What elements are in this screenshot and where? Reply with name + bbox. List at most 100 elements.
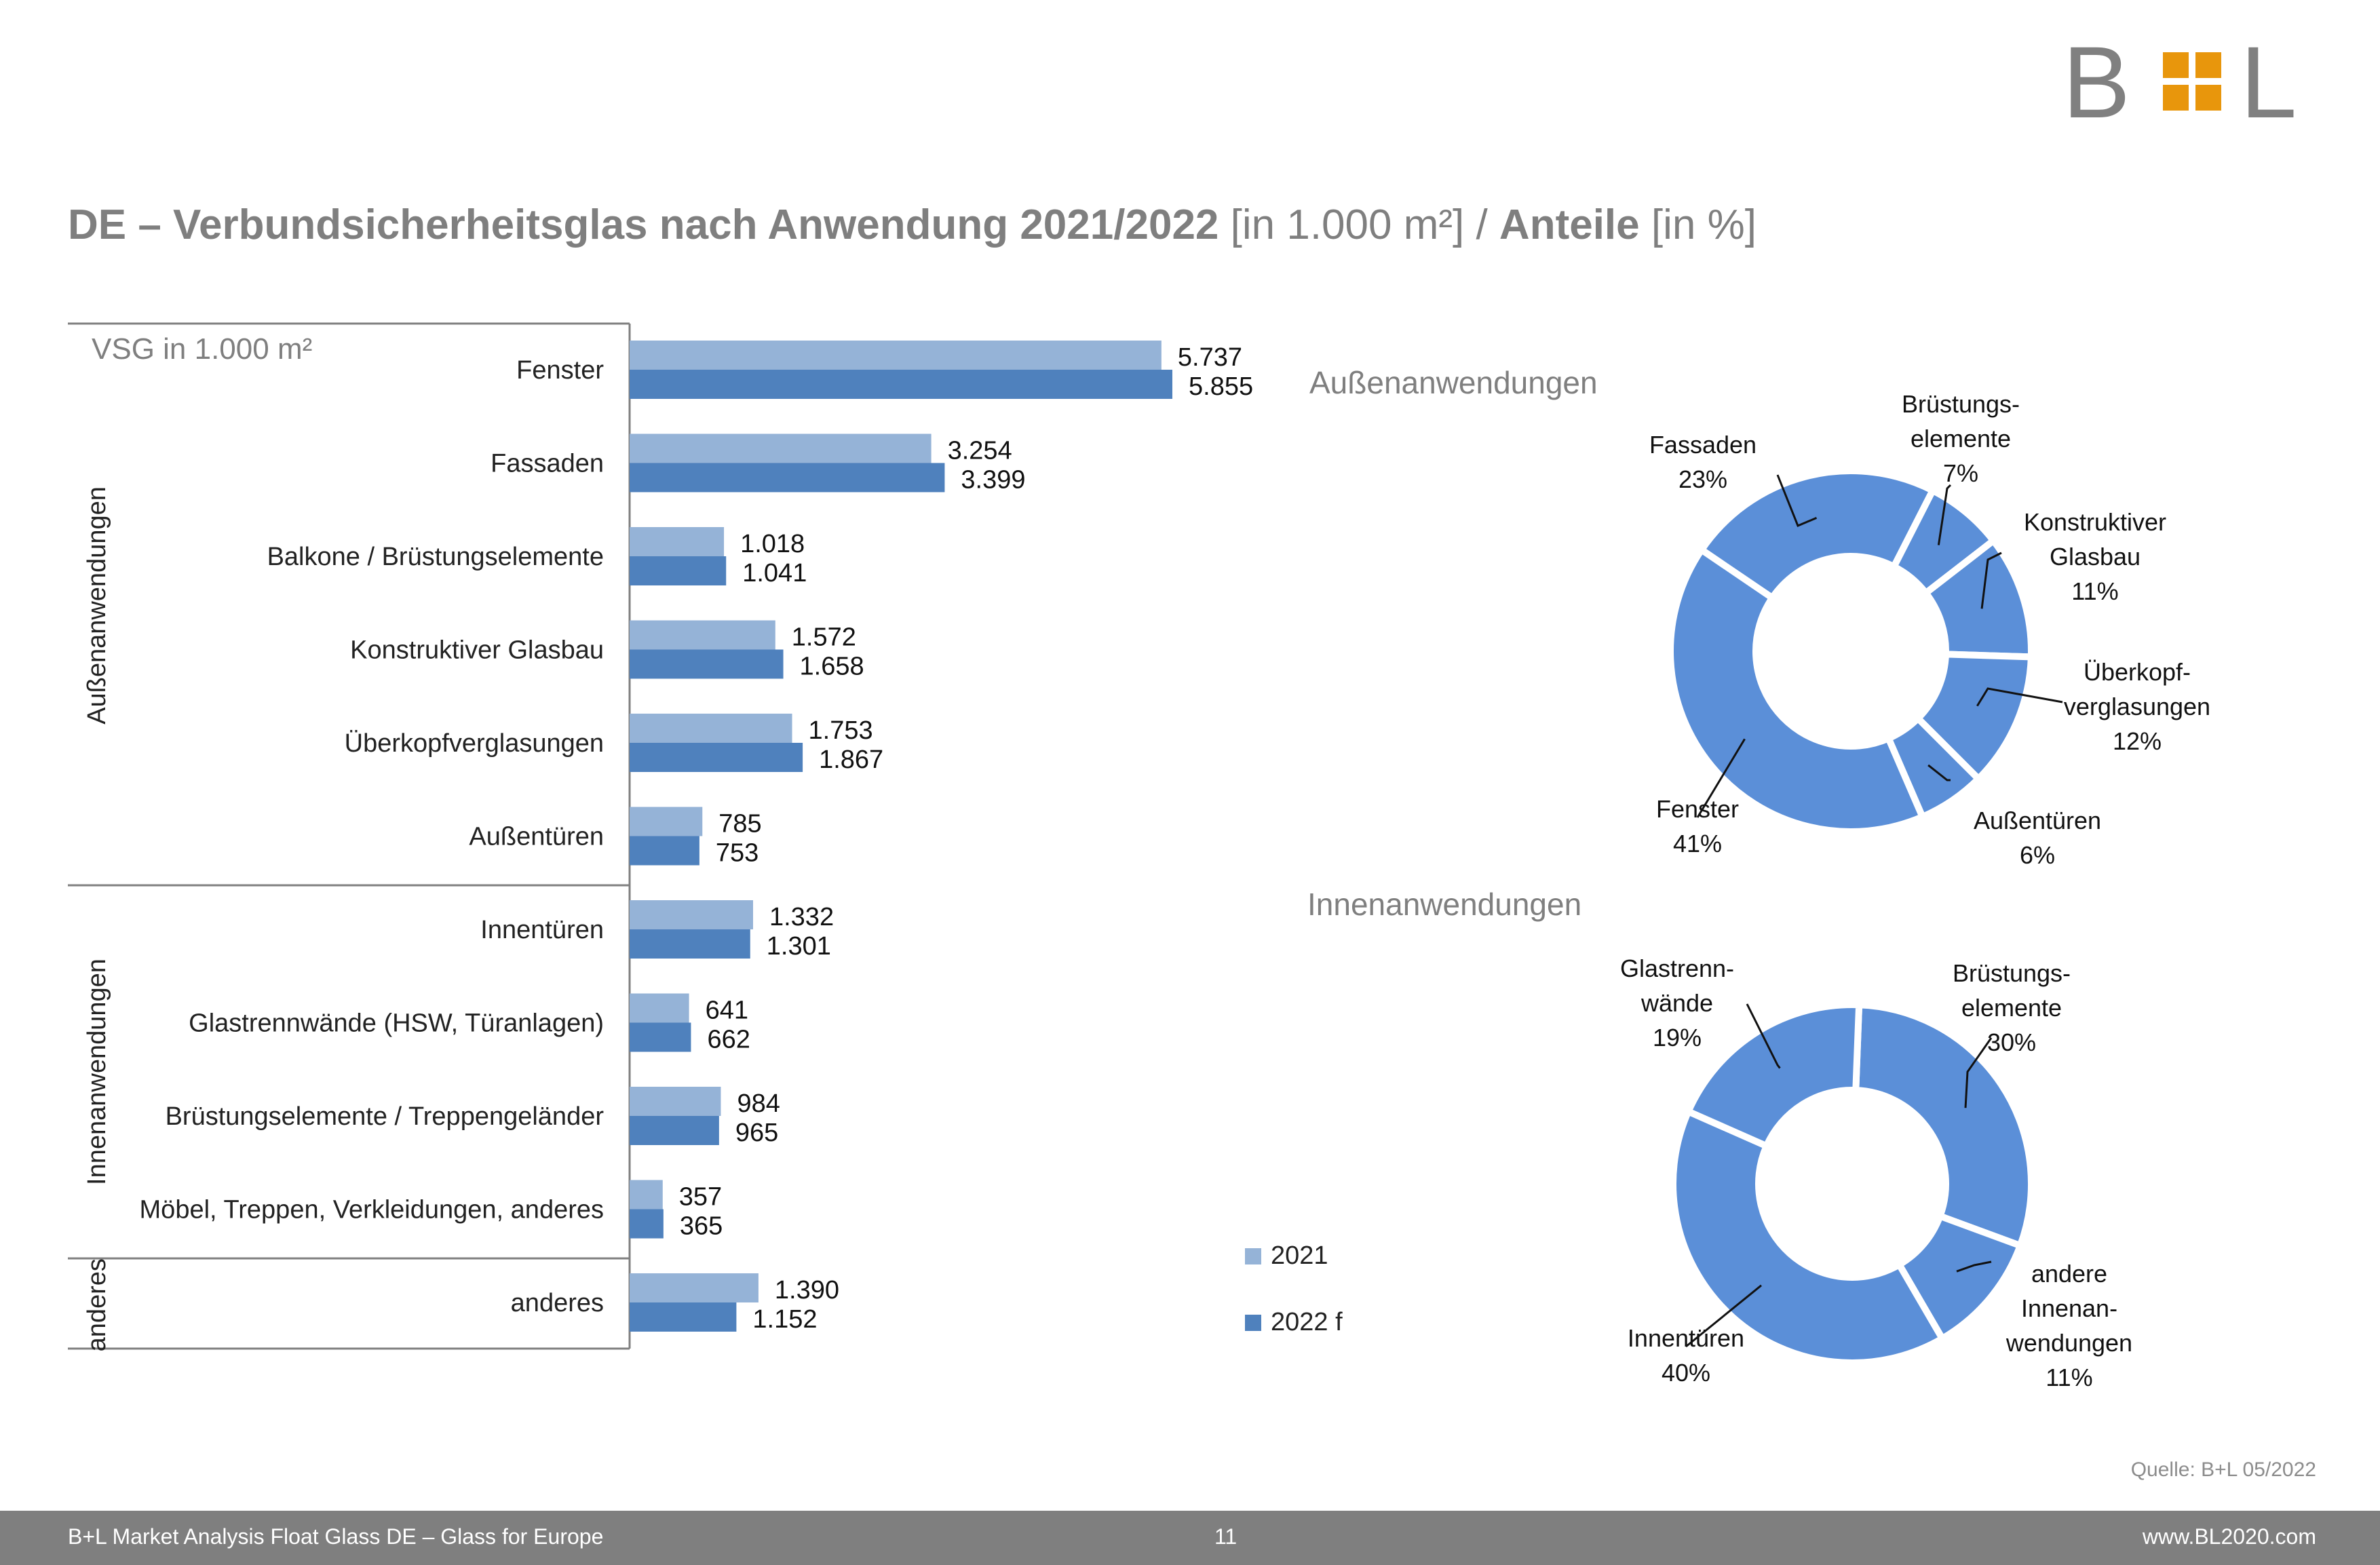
- bar-2021: [630, 993, 689, 1023]
- donut-slice: [1697, 467, 1938, 603]
- footer-page-number: 11: [1214, 1524, 1237, 1549]
- legend-swatch-2021: [1245, 1248, 1261, 1264]
- slice-label: Außentüren 6%: [1974, 807, 2101, 869]
- title-share-unit: [in %]: [1639, 201, 1757, 248]
- title-unit: [in 1.000 m²] /: [1218, 201, 1499, 248]
- data-label-2021: 1.572: [792, 623, 856, 652]
- category-label: Fassaden: [491, 450, 604, 478]
- bar-2021: [630, 1273, 759, 1302]
- category-label: Außentüren: [469, 823, 604, 851]
- leader-line: [1976, 687, 2063, 707]
- slice-label: Konstruktiver Glasbau 11%: [2024, 508, 2166, 605]
- bl-logo: B L: [2062, 37, 2297, 125]
- data-label-2022: 965: [735, 1119, 778, 1147]
- category-label: Brüstungselemente / Treppengeländer: [166, 1102, 604, 1131]
- bar-2022: [630, 1209, 664, 1239]
- donut-title-innen: Innenanwendungen: [1307, 887, 1582, 922]
- slice-label: Überkopf-verglasungen 12%: [2064, 658, 2210, 755]
- bar-2022: [630, 556, 727, 585]
- data-label-2021: 5.737: [1178, 343, 1242, 372]
- donut-slice: [1683, 1001, 1863, 1151]
- donut-charts: Fassaden 23% Brüstungs-elemente 7%Konstrukt…: [1620, 390, 2210, 1391]
- bar-2021: [630, 1087, 721, 1116]
- category-label: Balkone / Brüstungselemente: [267, 543, 604, 571]
- data-label-2021: 357: [679, 1183, 722, 1212]
- data-label-2021: 1.753: [809, 716, 873, 745]
- data-label-2021: 3.254: [948, 437, 1012, 465]
- bar-2022: [630, 1116, 719, 1145]
- category-label: Innentüren: [480, 916, 604, 944]
- title-main: DE – Verbundsicherheitsglas nach Anwendu…: [68, 201, 1219, 248]
- data-label-2022: 753: [716, 839, 759, 868]
- category-label: anderes: [511, 1289, 604, 1317]
- legend-swatch-2022: [1245, 1314, 1261, 1331]
- donut-slice: [1852, 1001, 2035, 1250]
- donut-slice: [1667, 545, 1927, 835]
- category-label: Fenster: [516, 356, 604, 385]
- group-label: anderes: [83, 1258, 111, 1351]
- bar-2021: [630, 620, 775, 650]
- data-label-2022: 1.867: [819, 746, 883, 774]
- leader-line: [1746, 1003, 1781, 1069]
- logo-squares-icon: [2163, 52, 2221, 111]
- data-label-2022: 5.855: [1189, 372, 1253, 401]
- leader-line: [1937, 484, 1952, 545]
- slice-label: Fenster 41%: [1656, 795, 1739, 857]
- group-label: Außenanwendungen: [83, 486, 111, 724]
- leader-line: [1927, 764, 1951, 781]
- leader-line: [1956, 1260, 1992, 1273]
- data-label-2021: 1.018: [740, 530, 805, 558]
- logo-letter-b: B: [2062, 37, 2130, 125]
- leader-line: [1696, 738, 1746, 818]
- bar-2021: [630, 807, 703, 836]
- leader-line: [1685, 1284, 1762, 1348]
- leader-line: [1776, 474, 1818, 527]
- category-label: Überkopfverglasungen: [345, 729, 604, 758]
- donut-title-aussen: Außenanwendungen: [1309, 365, 1598, 400]
- logo-letter-l: L: [2240, 37, 2297, 125]
- bar-2022: [630, 1022, 691, 1052]
- bar-2021: [630, 714, 792, 743]
- data-label-2022: 1.301: [767, 932, 831, 961]
- bar-chart-unit-label: VSG in 1.000 m²: [92, 332, 313, 366]
- data-label-2022: 1.152: [752, 1305, 817, 1334]
- bar-2022: [630, 649, 784, 679]
- source-note: Quelle: B+L 05/2022: [2130, 1458, 2316, 1481]
- slice-label: andere Innenan-wendungen 11%: [2005, 1260, 2132, 1391]
- bar-2021: [630, 1180, 663, 1210]
- legend-label-2021: 2021: [1271, 1241, 1328, 1270]
- category-label: Glastrennwände (HSW, Türanlagen): [189, 1009, 604, 1038]
- data-label-2021: 1.332: [769, 903, 834, 931]
- footer-bar: B+L Market Analysis Float Glass DE – Gla…: [0, 1511, 2380, 1565]
- leader-line: [1964, 1037, 1993, 1108]
- title-share: Anteile: [1499, 201, 1640, 248]
- bar-2022: [630, 836, 699, 866]
- bar-2022: [630, 1302, 737, 1332]
- legend-item-2022: 2022 f: [1245, 1308, 1343, 1337]
- bar-chart: Außenanwendungen Innenanwendungen anderes F…: [68, 322, 1253, 1351]
- leader-line: [1980, 552, 2002, 609]
- legend-label-2022: 2022 f: [1271, 1308, 1343, 1336]
- bar-2022: [630, 463, 945, 492]
- slice-label: Glastrenn-wände 19%: [1620, 954, 1734, 1051]
- slice-label: Brüstungs-elemente 30%: [1953, 959, 2071, 1056]
- bar-2021: [630, 900, 753, 929]
- data-label-2021: 785: [718, 810, 761, 838]
- footer-left: B+L Market Analysis Float Glass DE – Gla…: [68, 1524, 604, 1549]
- bar-2021: [630, 341, 1162, 370]
- data-label-2022: 662: [707, 1026, 750, 1054]
- bar-2022: [630, 743, 803, 772]
- data-label-2022: 365: [680, 1212, 723, 1241]
- category-label: Möbel, Treppen, Verkleidungen, anderes: [140, 1196, 604, 1224]
- slice-label: Fassaden 23%: [1649, 431, 1757, 493]
- data-label-2022: 3.399: [961, 466, 1025, 495]
- slice-label: Innentüren 40%: [1628, 1324, 1744, 1387]
- bar-2021: [630, 433, 932, 463]
- group-label: Innenanwendungen: [83, 959, 111, 1185]
- bar-2021: [630, 527, 725, 556]
- data-label-2021: 641: [706, 997, 748, 1025]
- footer-right: www.BL2020.com: [2142, 1524, 2316, 1549]
- bar-2022: [630, 929, 750, 959]
- page-title: DE – Verbundsicherheitsglas nach Anwendu…: [68, 201, 1757, 249]
- data-label-2021: 1.390: [775, 1276, 839, 1305]
